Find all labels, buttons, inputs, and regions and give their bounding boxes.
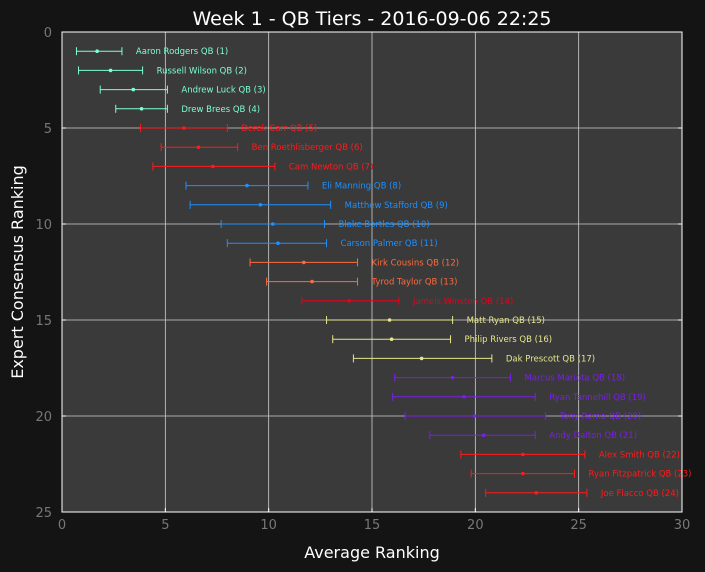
x-axis-label: Average Ranking bbox=[304, 543, 440, 562]
x-tick-label: 30 bbox=[674, 518, 691, 533]
x-tick-label: 25 bbox=[570, 518, 587, 533]
y-tick-label: 25 bbox=[35, 506, 52, 521]
data-point bbox=[182, 126, 186, 130]
x-tick-label: 0 bbox=[58, 518, 66, 533]
point-label: Philip Rivers QB (16) bbox=[465, 335, 553, 345]
point-label: Cam Newton QB (7) bbox=[289, 162, 374, 172]
data-point bbox=[271, 222, 275, 226]
data-point bbox=[196, 145, 201, 149]
point-label: Russell Wilson QB (2) bbox=[157, 66, 247, 76]
point-label: Eli Manning QB (8) bbox=[322, 182, 401, 192]
data-point bbox=[95, 49, 99, 53]
data-point bbox=[521, 452, 525, 457]
point-label: Tyrod Taylor QB (13) bbox=[371, 278, 458, 288]
point-label: Derek Carr QB (5) bbox=[241, 124, 317, 134]
data-point bbox=[387, 318, 392, 322]
x-tick-label: 15 bbox=[364, 518, 381, 533]
data-point bbox=[302, 260, 306, 265]
data-point bbox=[347, 299, 352, 303]
point-label: Andrew Luck QB (3) bbox=[181, 86, 265, 96]
data-point bbox=[211, 164, 215, 169]
point-label: Drew Brees QB (4) bbox=[181, 105, 260, 115]
y-tick-label: 0 bbox=[44, 26, 52, 41]
chart-title: Week 1 - QB Tiers - 2016-09-06 22:25 bbox=[193, 8, 552, 30]
data-point bbox=[521, 471, 525, 476]
data-point bbox=[310, 279, 314, 284]
data-point bbox=[419, 356, 424, 361]
data-point bbox=[472, 414, 477, 418]
data-point bbox=[389, 337, 394, 342]
data-point bbox=[108, 68, 113, 73]
point-label: Jameis Winston QB (14) bbox=[412, 297, 513, 307]
point-label: Carson Palmer QB (11) bbox=[341, 239, 438, 249]
point-label: Marcus Mariota QB (18) bbox=[524, 374, 625, 384]
point-label: Ryan Tannehill QB (19) bbox=[549, 393, 646, 403]
point-label: Alex Smith QB (22) bbox=[599, 450, 680, 460]
data-point bbox=[131, 87, 136, 92]
data-point bbox=[462, 395, 466, 399]
point-label: Blake Bortles QB (10) bbox=[338, 220, 429, 230]
point-label: Tony Romo QB (20) bbox=[559, 412, 642, 422]
y-tick-label: 10 bbox=[35, 218, 52, 233]
x-tick-label: 5 bbox=[161, 518, 169, 533]
data-point bbox=[450, 375, 455, 380]
data-point bbox=[534, 491, 539, 495]
y-tick-label: 15 bbox=[35, 314, 52, 329]
data-point bbox=[481, 433, 486, 438]
point-label: Joe Flacco QB (24) bbox=[600, 489, 679, 499]
x-tick-label: 10 bbox=[260, 518, 277, 533]
y-tick-label: 5 bbox=[44, 122, 52, 137]
data-point bbox=[139, 107, 144, 111]
data-point bbox=[258, 203, 263, 207]
point-label: Ryan Fitzpatrick QB (23) bbox=[589, 470, 692, 480]
point-label: Ben Roethlisberger QB (6) bbox=[252, 143, 363, 153]
tick-labels: 0 5 10 15 20 25 30 0 5 10 15 20 25 bbox=[35, 26, 690, 533]
point-label: Andy Dalton QB (21) bbox=[549, 431, 637, 441]
point-label: Dak Prescott QB (17) bbox=[506, 354, 595, 364]
chart-marks: Aaron Rodgers QB (1) Russell Wilson QB (2… bbox=[75, 47, 692, 499]
data-point bbox=[245, 183, 249, 188]
x-tick-label: 20 bbox=[467, 518, 484, 533]
point-label: Kirk Cousins QB (12) bbox=[372, 258, 460, 268]
point-label: Aaron Rodgers QB (1) bbox=[136, 47, 228, 57]
y-axis-label: Expert Consensus Ranking bbox=[8, 165, 27, 379]
data-point bbox=[276, 241, 280, 245]
plot-frame bbox=[61, 31, 683, 513]
point-label: Matthew Stafford QB (9) bbox=[345, 201, 448, 211]
y-tick-label: 20 bbox=[35, 410, 52, 425]
point-label: Matt Ryan QB (15) bbox=[467, 316, 545, 326]
